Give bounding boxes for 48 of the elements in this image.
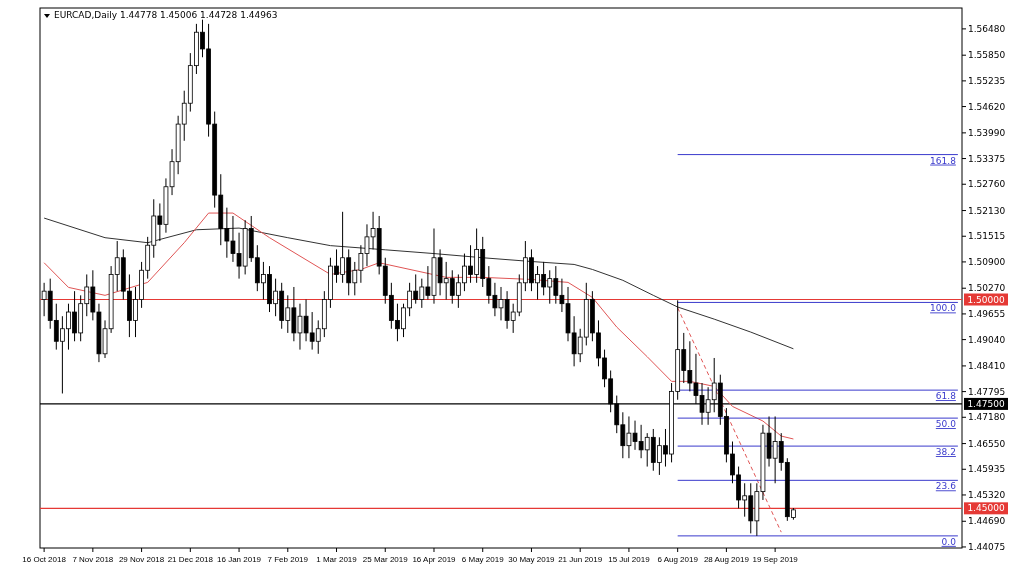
y-tick-label: 1.50270 <box>968 283 1006 294</box>
y-tick-label: 1.52760 <box>968 179 1006 190</box>
y-tick-label: 1.55850 <box>968 50 1006 61</box>
y-tick-label: 1.45320 <box>968 490 1006 501</box>
y-tick-label: 1.55235 <box>968 76 1006 87</box>
x-tick-label: 21 Jun 2019 <box>558 555 603 564</box>
y-tick-label: 1.48410 <box>968 361 1006 372</box>
x-tick-label: 16 Oct 2018 <box>22 555 67 564</box>
x-tick-label: 7 Feb 2019 <box>267 555 309 564</box>
series-label: 38.2 <box>935 447 956 458</box>
x-tick-label: 16 Jan 2019 <box>217 555 262 564</box>
x-tick-label: 15 Jul 2019 <box>608 555 651 564</box>
x-tick-label: 6 May 2019 <box>461 555 505 564</box>
x-tick-label: 16 Apr 2019 <box>412 555 457 564</box>
y-tick-label: 1.53990 <box>968 128 1006 139</box>
y-tick-label: 1.47180 <box>968 412 1006 423</box>
y-tick-label: 1.56480 <box>968 24 1006 35</box>
x-tick-label: 6 Aug 2019 <box>657 555 699 564</box>
ref-line-label: 1.47500 <box>967 399 1005 410</box>
ref-line-label: 1.50000 <box>967 294 1005 305</box>
y-tick-label: 1.52130 <box>968 205 1006 216</box>
series-label: 61.8 <box>935 391 957 402</box>
series-label: 0.0 <box>941 536 957 547</box>
y-tick-label: 1.45935 <box>968 464 1006 475</box>
y-tick-label: 1.44690 <box>968 516 1006 527</box>
y-tick-label: 1.54620 <box>968 101 1006 112</box>
ref-line-label: 1.45000 <box>967 503 1005 514</box>
x-tick-label: 21 Dec 2018 <box>167 555 214 564</box>
y-tick-label: 1.47795 <box>968 386 1006 397</box>
x-tick-label: 29 Nov 2018 <box>118 555 165 564</box>
series-label: 50.0 <box>935 419 957 430</box>
y-tick-label: 1.46550 <box>968 438 1006 449</box>
x-tick-label: 19 Sep 2019 <box>752 555 799 564</box>
y-tick-label: 1.44075 <box>968 542 1006 553</box>
x-tick-label: 7 Nov 2018 <box>72 555 114 564</box>
y-tick-label: 1.53375 <box>968 153 1006 164</box>
y-tick-label: 1.49655 <box>968 309 1006 320</box>
x-tick-label: 1 Mar 2019 <box>316 555 358 564</box>
series-label: 161.8 <box>930 155 957 166</box>
y-tick-label: 1.49040 <box>968 334 1006 345</box>
x-tick-label: 25 Mar 2019 <box>362 555 409 564</box>
series-label: 100.0 <box>930 303 957 314</box>
y-tick-label: 1.50900 <box>968 257 1006 268</box>
x-tick-label: 28 Aug 2019 <box>703 555 750 564</box>
chart-title: EURCAD,Daily 1.44778 1.45006 1.44728 1.44963 <box>54 10 278 20</box>
series-label: 23.6 <box>935 481 957 492</box>
y-tick-label: 1.51515 <box>968 231 1006 242</box>
x-tick-label: 30 May 2019 <box>508 555 556 564</box>
